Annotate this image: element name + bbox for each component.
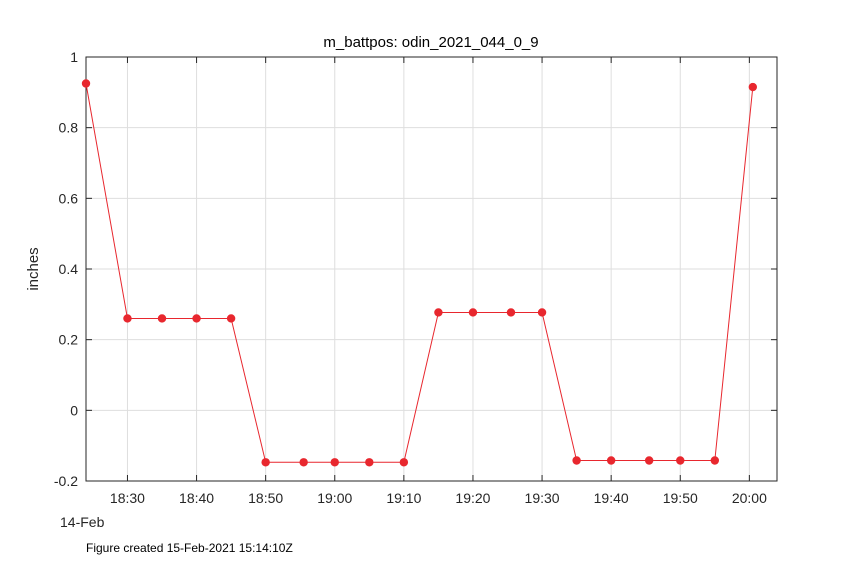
x-tick-label: 19:40 [594,490,629,506]
data-point [261,458,270,467]
series-line-group [85,83,754,463]
data-point [192,314,201,323]
axes-box [85,56,778,482]
data-point [226,314,236,323]
x-tick-label: 19:00 [317,490,352,506]
data-point [330,458,339,467]
x-tick-label: 19:20 [455,490,490,506]
series-points-group [81,79,758,467]
data-point [468,308,478,317]
data-point [123,314,132,323]
x-date-label: 14-Feb [60,514,105,530]
series-line [85,83,754,463]
y-tick-label: 1 [70,49,78,65]
chart-title: m_battpos: odin_2021_044_0_9 [323,34,538,51]
y-tick-label: 0.2 [59,332,79,348]
y-axis-label: inches [25,247,42,290]
data-point [157,314,167,323]
axes [85,56,778,482]
x-tick-label: 19:50 [663,490,698,506]
data-point [399,458,409,467]
data-point [537,308,547,317]
data-point [365,458,374,467]
y-tick-label: 0.8 [59,120,79,136]
data-point [710,456,720,465]
x-tick-label: 19:10 [386,490,421,506]
data-point [506,308,516,317]
data-point [676,456,685,465]
data-point [434,308,443,317]
data-point [748,82,758,92]
x-tick-label: 19:30 [525,490,560,506]
x-tick-label: 18:50 [248,490,283,506]
grid [86,56,777,482]
x-tick-label: 20:00 [732,490,767,506]
y-tick-label: 0.6 [59,190,79,206]
data-point [81,79,91,88]
x-tick-label: 18:40 [179,490,214,506]
y-tick-label: -0.2 [54,473,78,489]
data-point [299,458,308,467]
figure-created-footer: Figure created 15-Feb-2021 15:14:10Z [86,541,293,555]
tick-labels: 1 0.8 0.6 0.4 0.2 0 -0.2 18:30 18:40 18:50 19:00 19… [54,49,767,506]
y-tick-label: 0.4 [59,261,79,277]
data-point [606,456,616,465]
data-point [644,456,654,465]
x-tick-label: 18:30 [110,490,145,506]
data-point [572,456,581,465]
y-tick-label: 0 [70,402,78,418]
